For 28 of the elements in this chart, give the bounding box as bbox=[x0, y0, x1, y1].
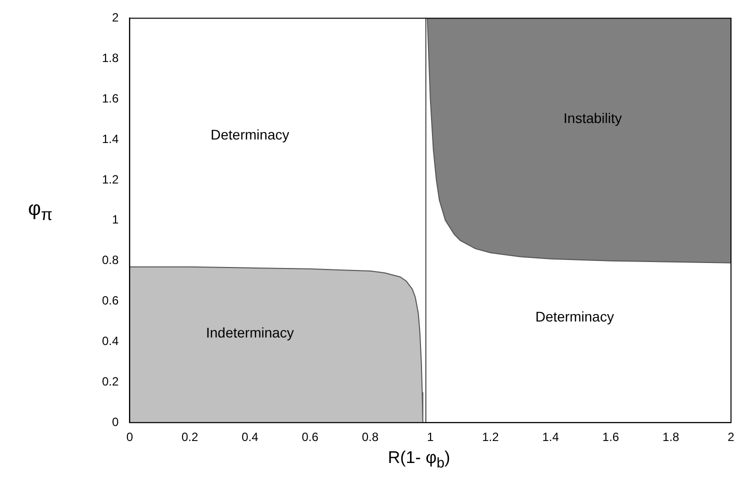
x-tick-label: 1.8 bbox=[662, 430, 680, 444]
y-tick-label: 1.4 bbox=[102, 132, 119, 146]
y-tick-label: 1.2 bbox=[102, 172, 119, 186]
x-tick-label: 1.6 bbox=[602, 430, 620, 444]
annotation: Determinacy bbox=[210, 126, 290, 142]
x-tick-label: 2 bbox=[728, 430, 735, 444]
x-axis-title: R(1- φ$_{b}$) bbox=[386, 448, 452, 472]
y-axis-title: φ$_{π}$ bbox=[28, 198, 52, 225]
y-tick-label: 0.6 bbox=[102, 294, 119, 308]
x-tick-label: 0.4 bbox=[242, 430, 259, 444]
y-tick-label: 0.8 bbox=[102, 253, 119, 268]
x-tick-label: 0 bbox=[126, 430, 134, 444]
y-tick-label: 1.6 bbox=[102, 91, 119, 106]
y-tick-label: 0 bbox=[112, 414, 119, 429]
x-tick-label: 1.2 bbox=[482, 430, 500, 444]
annotation: Determinacy bbox=[535, 308, 614, 324]
y-tick-label: 0.2 bbox=[102, 374, 119, 388]
x-tick-label: 1.4 bbox=[542, 430, 560, 444]
x-tick-label: 0.6 bbox=[302, 430, 319, 444]
y-tick-label: 2 bbox=[112, 10, 119, 25]
y-tick-label: 1.8 bbox=[102, 50, 119, 65]
y-tick-label: 1 bbox=[112, 212, 119, 227]
x-tick-label: 0.8 bbox=[362, 430, 379, 444]
x-tick-label: 1 bbox=[426, 430, 434, 444]
annotation: Indeterminacy bbox=[206, 324, 294, 340]
x-tick-label: 0.2 bbox=[181, 430, 198, 444]
y-tick-label: 0.4 bbox=[102, 334, 119, 348]
annotation: Instability bbox=[564, 110, 622, 126]
